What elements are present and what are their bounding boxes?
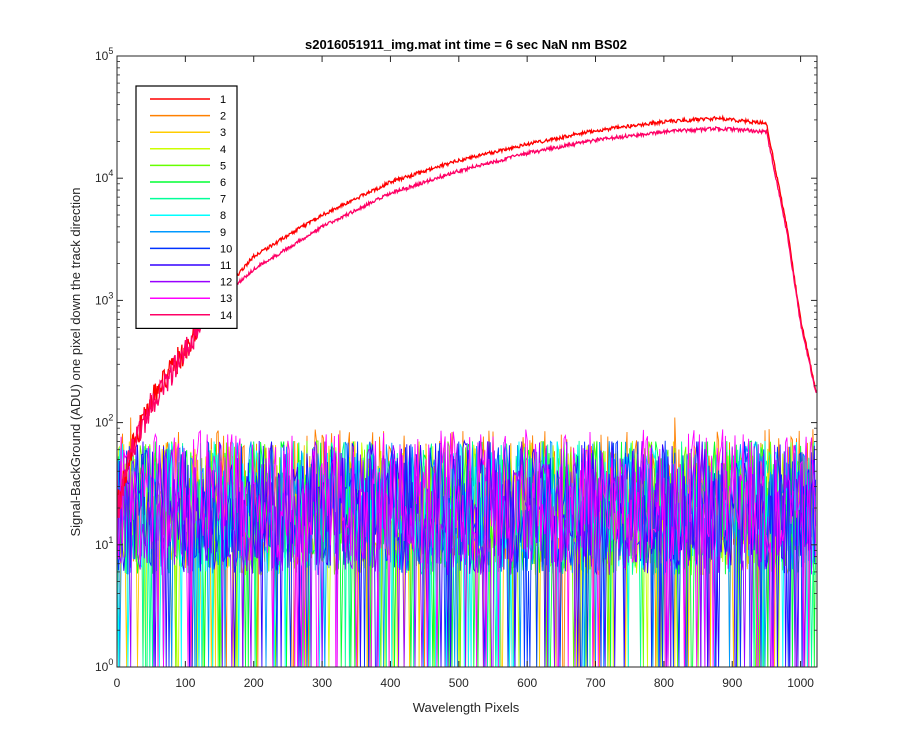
x-tick-label: 100 <box>175 676 195 690</box>
legend-label-3: 3 <box>220 127 226 139</box>
legend-label-9: 9 <box>220 227 226 239</box>
legend-label-4: 4 <box>220 144 226 156</box>
legend-label-1: 1 <box>220 94 226 106</box>
x-tick-label: 900 <box>722 676 742 690</box>
series-line-13 <box>117 429 817 667</box>
y-tick-label: 102 <box>95 413 113 430</box>
legend-label-2: 2 <box>220 111 226 123</box>
y-tick-label: 101 <box>95 535 113 552</box>
y-axis-label: Signal-BackGround (ADU) one pixel down t… <box>68 187 83 536</box>
x-tick-label: 0 <box>114 676 121 690</box>
legend-label-8: 8 <box>220 210 226 222</box>
x-axis-label: Wavelength Pixels <box>413 700 520 715</box>
axes-box <box>116 55 818 668</box>
legend-label-10: 10 <box>220 243 232 255</box>
legend-box <box>135 85 238 329</box>
x-tick-label: 700 <box>586 676 606 690</box>
legend-label-6: 6 <box>220 177 226 189</box>
legend-label-11: 11 <box>220 260 231 272</box>
x-tick-label: 200 <box>244 676 264 690</box>
y-tick-label: 100 <box>95 657 113 674</box>
legend-label-7: 7 <box>220 194 226 206</box>
x-tick-label: 800 <box>654 676 674 690</box>
legend-label-13: 13 <box>220 293 232 305</box>
tick-layer: 0 100 200 300 400 500 600 700 800 900 100010010110… <box>95 46 817 690</box>
x-tick-label: 500 <box>449 676 469 690</box>
chart-title: s2016051911_img.mat int time = 6 sec NaN… <box>305 37 627 52</box>
y-tick-label: 103 <box>95 290 113 307</box>
data-layer <box>117 114 817 667</box>
x-tick-label: 300 <box>312 676 332 690</box>
x-tick-label: 400 <box>380 676 400 690</box>
legend-label-12: 12 <box>220 277 232 289</box>
y-tick-label: 104 <box>95 168 113 185</box>
x-tick-label: 600 <box>517 676 537 690</box>
x-tick-label: 1000 <box>787 676 814 690</box>
y-tick-label: 105 <box>95 46 113 63</box>
series-line-11 <box>117 439 817 667</box>
legend-label-14: 14 <box>220 310 232 322</box>
legend-label-5: 5 <box>220 160 226 172</box>
